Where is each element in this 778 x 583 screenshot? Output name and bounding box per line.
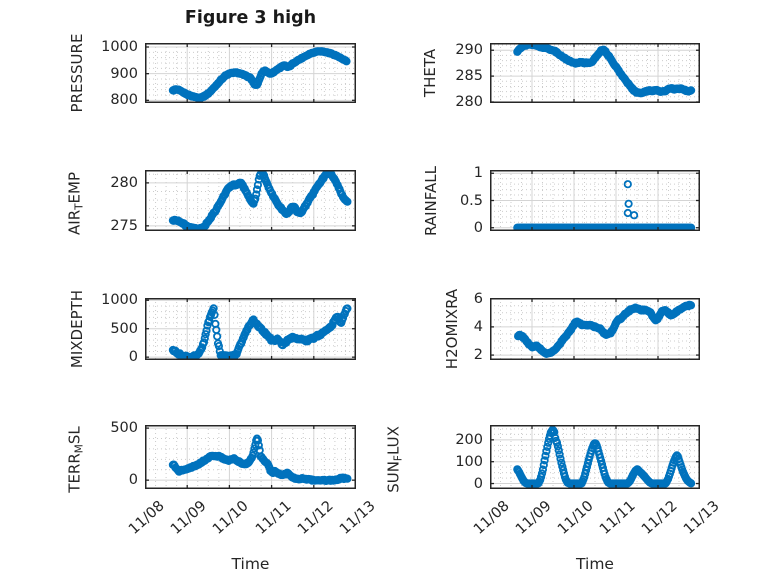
y-axis-label-subscript: T <box>73 202 86 210</box>
subplot-pressure <box>145 43 356 103</box>
subplot-mixdepth <box>145 298 356 360</box>
data-markers <box>513 425 696 488</box>
y-tick-label-rainfall: 0.5 <box>459 192 483 209</box>
subplot-sun-flux <box>490 425 700 489</box>
y-tick-label-terr-msl: 0 <box>128 472 138 489</box>
y-axis-label-text: PRESSURE <box>68 33 86 113</box>
data-markers <box>168 434 352 486</box>
y-axis-label-text: SL <box>65 426 84 445</box>
y-tick-label-air-temp: 275 <box>110 217 138 234</box>
y-axis-label-text: SUN <box>384 461 403 493</box>
y-tick-label-pressure: 800 <box>110 92 138 109</box>
x-axis-label: Time <box>576 555 614 573</box>
minor-grid <box>490 298 700 360</box>
subplot-terr-msl <box>145 425 356 489</box>
y-tick-label-h2omixra: 2 <box>473 347 483 364</box>
plot-area-pressure <box>145 43 356 103</box>
y-axis-label-text: EMP <box>65 171 84 203</box>
y-axis-label-pressure: PRESSURE <box>66 0 88 148</box>
axes-box <box>490 425 700 489</box>
y-tick-label-mixdepth: 1000 <box>101 292 138 309</box>
y-tick-label-h2omixra: 6 <box>473 290 483 307</box>
axes-box <box>490 298 700 360</box>
figure-title: Figure 3 high <box>184 8 317 28</box>
axes-box <box>145 170 356 231</box>
plot-area-h2omixra <box>490 298 700 360</box>
plot-area-rainfall <box>490 170 700 231</box>
y-tick-label-theta: 290 <box>455 42 483 59</box>
y-tick-label-h2omixra: 4 <box>473 318 483 335</box>
axes-box <box>490 43 700 103</box>
y-tick-label-pressure: 1000 <box>101 39 138 55</box>
y-axis-label-subscript: F <box>392 455 405 462</box>
y-tick-label-sun-flux: 100 <box>455 453 483 470</box>
y-axis-label-rainfall: RAINFALL <box>420 126 442 276</box>
plot-area-mixdepth <box>145 298 356 360</box>
y-axis-label-text: MIXDEPTH <box>68 289 86 369</box>
y-axis-label-text: AIR <box>65 209 84 235</box>
y-axis-label-mixdepth: MIXDEPTH <box>66 254 88 404</box>
subplot-h2omixra <box>490 298 700 360</box>
y-tick-label-terr-msl: 500 <box>110 420 138 437</box>
data-markers <box>168 47 351 103</box>
y-axis-label-text: H2OMIXRA <box>443 288 461 370</box>
major-grid <box>490 170 700 231</box>
plot-area-sun-flux <box>490 425 700 489</box>
y-tick-label-sun-flux: 200 <box>455 431 483 448</box>
data-markers <box>513 43 696 98</box>
y-axis-label-text: LUX <box>384 426 403 456</box>
subplot-theta <box>490 43 700 103</box>
y-tick-label-theta: 285 <box>455 68 483 85</box>
y-axis-label-text: TERR <box>65 453 84 493</box>
subplot-air-temp <box>145 170 356 231</box>
y-tick-label-air-temp: 280 <box>110 174 138 191</box>
y-axis-label-text: THETA <box>421 48 439 98</box>
y-tick-label-mixdepth: 500 <box>110 320 138 337</box>
axes-box <box>145 43 356 103</box>
y-axis-label-h2omixra: H2OMIXRA <box>441 254 463 404</box>
data-markers <box>513 300 696 359</box>
axes-box <box>490 170 700 231</box>
y-tick-label-pressure: 900 <box>110 65 138 82</box>
x-axis-label: Time <box>231 555 270 573</box>
y-axis-label-terr-msl: TERRMSL <box>64 384 91 534</box>
plot-area-air-temp <box>145 170 356 231</box>
y-tick-label-sun-flux: 0 <box>473 475 483 492</box>
y-tick-label-rainfall: 0 <box>473 219 483 236</box>
y-tick-label-theta: 280 <box>455 93 483 110</box>
axes-box <box>145 425 356 489</box>
axes-box <box>145 298 356 360</box>
y-axis-label-sun-flux: SUNFLUX <box>383 384 410 534</box>
plot-area-theta <box>490 43 700 103</box>
plot-area-terr-msl <box>145 425 356 489</box>
y-tick-label-rainfall: 1 <box>473 165 483 182</box>
y-axis-label-text: RAINFALL <box>422 165 440 236</box>
subplot-rainfall <box>490 170 700 231</box>
y-axis-label-subscript: M <box>73 444 86 454</box>
minor-grid <box>490 170 700 231</box>
y-tick-label-mixdepth: 0 <box>128 349 138 366</box>
